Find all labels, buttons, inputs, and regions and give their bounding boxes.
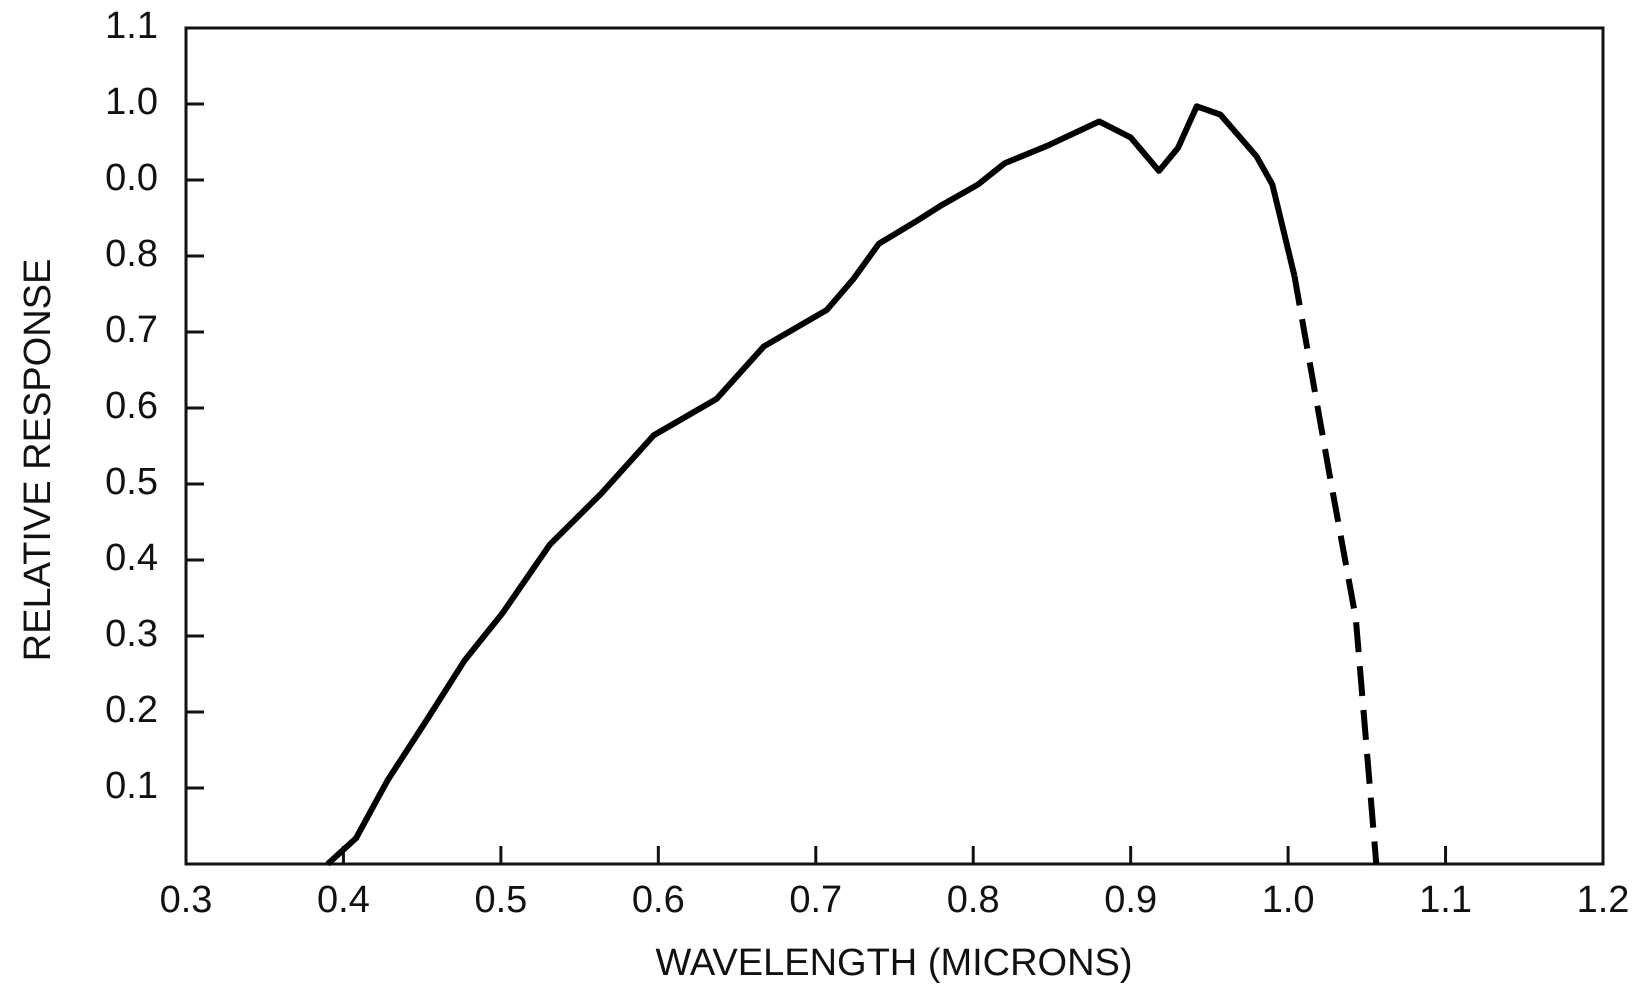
response-curve — [325, 103, 1298, 867]
x-tick-label: 0.5 — [474, 879, 527, 921]
x-tick-label: 1.1 — [1419, 879, 1472, 921]
x-tick-label: 1.0 — [1262, 879, 1315, 921]
x-tick-label: 1.2 — [1577, 879, 1630, 921]
y-tick-label: 0.3 — [105, 613, 158, 655]
x-tick-label: 0.8 — [947, 879, 1000, 921]
y-tick-label: 0.1 — [105, 765, 158, 807]
x-axis-title: WAVELENGTH (MICRONS) — [655, 942, 1132, 984]
y-tick-label: 0.0 — [105, 157, 158, 199]
y-tick-label: 0.2 — [105, 689, 158, 731]
y-tick-label: 1.0 — [105, 81, 158, 123]
x-tick-label: 0.7 — [789, 879, 842, 921]
x-tick-label: 0.9 — [1104, 879, 1157, 921]
y-tick-label: 0.7 — [105, 309, 158, 351]
plot-frame — [184, 26, 1605, 866]
y-axis-title: RELATIVE RESPONSE — [17, 259, 59, 662]
y-tick-label: 0.5 — [105, 461, 158, 503]
y-tick-label: 0.8 — [105, 233, 158, 275]
y-tick-label: 1.1 — [105, 5, 158, 47]
y-tick-label: 0.4 — [105, 537, 158, 579]
response-curve — [1291, 275, 1380, 865]
x-tick-label: 0.6 — [632, 879, 685, 921]
y-tick-label: 0.6 — [105, 385, 158, 427]
x-tick-label: 0.4 — [317, 879, 370, 921]
x-tick-label: 0.3 — [160, 879, 213, 921]
